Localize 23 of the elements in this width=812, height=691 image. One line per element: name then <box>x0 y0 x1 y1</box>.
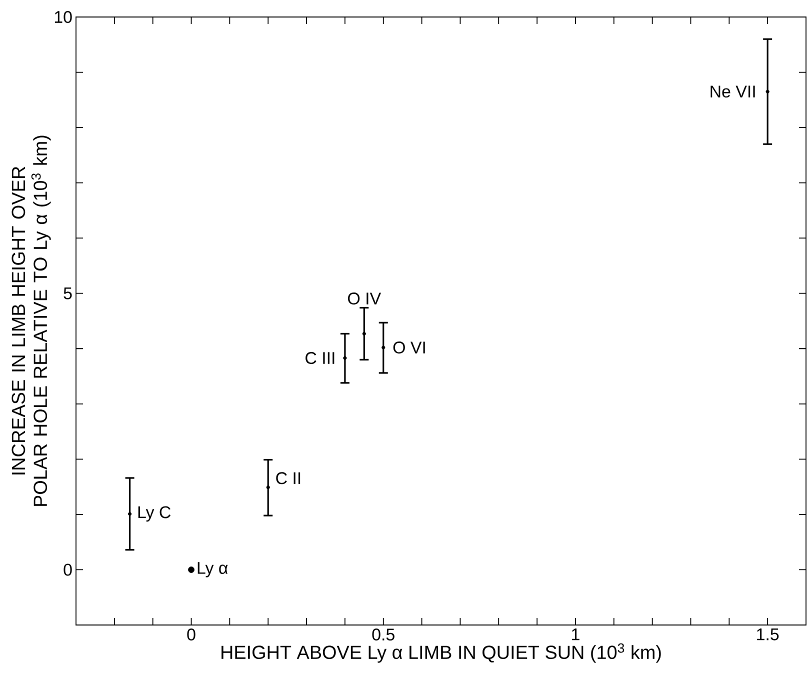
annotation: O IV <box>348 292 382 305</box>
point <box>382 346 386 350</box>
y-tick-label: 10 <box>54 10 72 23</box>
x-tick-label: 0.5 <box>372 628 394 641</box>
x-axis-title: HEIGHT ABOVE Ly α LIMB IN QUIET SUN (10$^{3}$ km) <box>222 643 661 663</box>
point <box>362 332 366 336</box>
annotation: Ly α <box>198 562 228 578</box>
y-tick-label: 5 <box>64 287 72 300</box>
point <box>266 486 270 490</box>
annotation: C III <box>306 352 334 364</box>
annotation: Ne VII <box>710 86 755 98</box>
point <box>766 90 770 94</box>
x-tick-label: 1.5 <box>757 628 779 640</box>
point <box>188 566 194 573</box>
point <box>128 512 132 516</box>
x-tick-label: 1 <box>572 628 580 640</box>
y-tick-label: 0 <box>64 564 72 576</box>
annotation: Ly C <box>138 506 171 522</box>
annotation: O VI <box>393 342 425 354</box>
annotation: C II <box>276 472 300 484</box>
y-axis-title: INCREASE IN LIMB HEIGHT OVER POLAR HOLE RELATIVE TO Ly α (10$^{3}$ km) <box>12 136 51 506</box>
point <box>343 356 347 360</box>
x-tick-label: 0 <box>187 628 196 641</box>
